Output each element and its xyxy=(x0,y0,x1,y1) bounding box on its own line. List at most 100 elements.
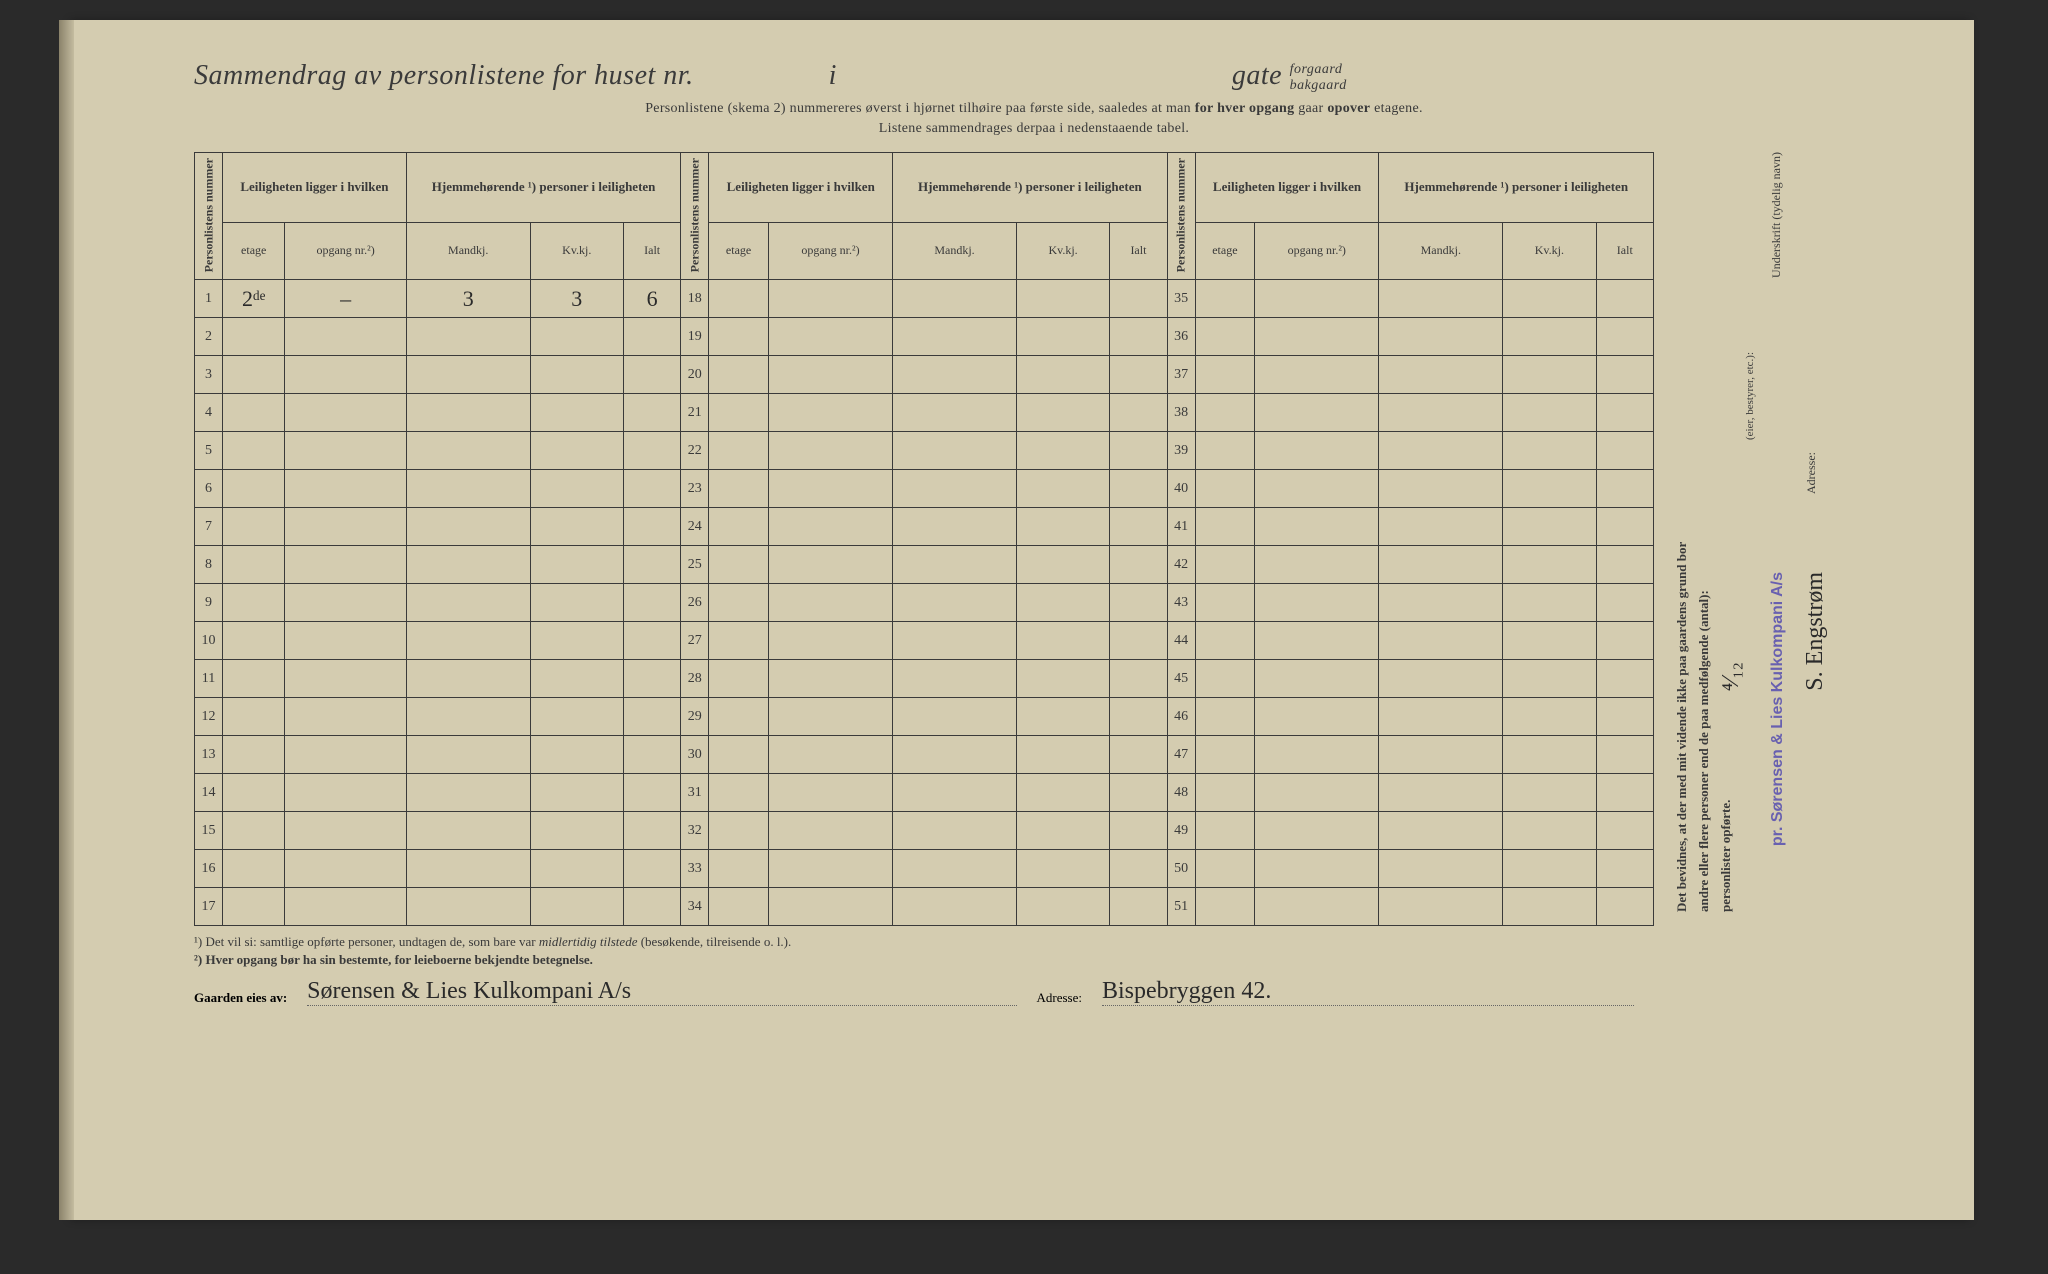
cell xyxy=(1255,356,1379,394)
cell xyxy=(1016,812,1109,850)
cell xyxy=(1255,660,1379,698)
row-number: 27 xyxy=(681,622,709,660)
row-number: 29 xyxy=(681,698,709,736)
cell xyxy=(1596,470,1653,508)
cell xyxy=(406,774,530,812)
row-number: 15 xyxy=(195,812,223,850)
row-number: 36 xyxy=(1167,318,1195,356)
cell xyxy=(406,584,530,622)
cell xyxy=(1503,774,1596,812)
cell xyxy=(1596,356,1653,394)
cell xyxy=(530,812,623,850)
cell xyxy=(623,432,680,470)
row-number: 35 xyxy=(1167,280,1195,318)
cell xyxy=(1596,774,1653,812)
cell xyxy=(1596,394,1653,432)
cell xyxy=(1379,356,1503,394)
cell xyxy=(1596,660,1653,698)
cell xyxy=(768,356,892,394)
row-number: 4 xyxy=(195,394,223,432)
cell xyxy=(1195,660,1255,698)
cell xyxy=(530,622,623,660)
row-number: 33 xyxy=(681,850,709,888)
cell xyxy=(1379,546,1503,584)
cell xyxy=(1110,280,1167,318)
cell xyxy=(893,432,1017,470)
cell xyxy=(1110,356,1167,394)
cell xyxy=(709,508,769,546)
cell xyxy=(623,888,680,926)
col-etage-3: etage xyxy=(1195,222,1255,280)
cell xyxy=(893,888,1017,926)
cell xyxy=(530,508,623,546)
cell xyxy=(1503,280,1596,318)
cell: 2ᵈᵉ xyxy=(223,280,285,318)
cell xyxy=(709,280,769,318)
cell: 6 xyxy=(623,280,680,318)
cell xyxy=(768,698,892,736)
cell xyxy=(709,318,769,356)
table-row: 12ᵈᵉ–3361835 xyxy=(195,280,1654,318)
row-number: 31 xyxy=(681,774,709,812)
col-opgang-1: opgang nr.²) xyxy=(285,222,406,280)
cell xyxy=(1110,888,1167,926)
cell xyxy=(1195,318,1255,356)
owner-label: Gaarden eies av: xyxy=(194,990,287,1006)
cell xyxy=(406,432,530,470)
table-row: 72441 xyxy=(195,508,1654,546)
bakgaard-label: bakgaard xyxy=(1290,78,1347,93)
table-row: 163350 xyxy=(195,850,1654,888)
cell xyxy=(768,622,892,660)
row-number: 21 xyxy=(681,394,709,432)
cell xyxy=(1596,584,1653,622)
cell xyxy=(1379,698,1503,736)
row-number: 43 xyxy=(1167,584,1195,622)
summary-table: Personlistens nummer Leiligheten ligger … xyxy=(194,152,1654,926)
cell xyxy=(709,394,769,432)
cell xyxy=(1195,546,1255,584)
cell xyxy=(623,356,680,394)
cell xyxy=(223,470,285,508)
cell xyxy=(1503,888,1596,926)
cell xyxy=(223,508,285,546)
col-mandkj-2: Mandkj. xyxy=(893,222,1017,280)
cell xyxy=(768,508,892,546)
cell xyxy=(1503,470,1596,508)
row-number: 37 xyxy=(1167,356,1195,394)
table-row: 82542 xyxy=(195,546,1654,584)
cell xyxy=(1110,850,1167,888)
row-number: 22 xyxy=(681,432,709,470)
table-row: 92643 xyxy=(195,584,1654,622)
cell xyxy=(1195,508,1255,546)
cell: 3 xyxy=(406,280,530,318)
cell xyxy=(406,470,530,508)
subtitle-1: Personlistene (skema 2) nummereres øvers… xyxy=(194,101,1874,117)
cell xyxy=(709,584,769,622)
col-ialt-2: Ialt xyxy=(1110,222,1167,280)
cell xyxy=(1195,622,1255,660)
cell xyxy=(1596,318,1653,356)
cell xyxy=(768,888,892,926)
sidebar-address-label: Adresse: xyxy=(1804,452,1819,494)
cell xyxy=(768,774,892,812)
cell xyxy=(1596,508,1653,546)
cell xyxy=(1110,546,1167,584)
cell xyxy=(1255,318,1379,356)
cell xyxy=(1110,698,1167,736)
cell xyxy=(709,850,769,888)
subtitle-2: Listene sammendrages derpaa i nedenstaae… xyxy=(194,121,1874,137)
row-number: 7 xyxy=(195,508,223,546)
cell xyxy=(709,470,769,508)
row-number: 23 xyxy=(681,470,709,508)
cell xyxy=(893,622,1017,660)
cell xyxy=(1110,736,1167,774)
cell xyxy=(285,850,406,888)
cell xyxy=(1110,470,1167,508)
cell xyxy=(530,394,623,432)
cell xyxy=(285,508,406,546)
cell xyxy=(285,622,406,660)
cell xyxy=(285,736,406,774)
col-hjemme-3: Hjemmehørende ¹) personer i leiligheten xyxy=(1379,152,1654,222)
cell xyxy=(406,356,530,394)
attestation-sidebar: Det bevidnes, at der med mit vidende ikk… xyxy=(1674,152,1874,1006)
